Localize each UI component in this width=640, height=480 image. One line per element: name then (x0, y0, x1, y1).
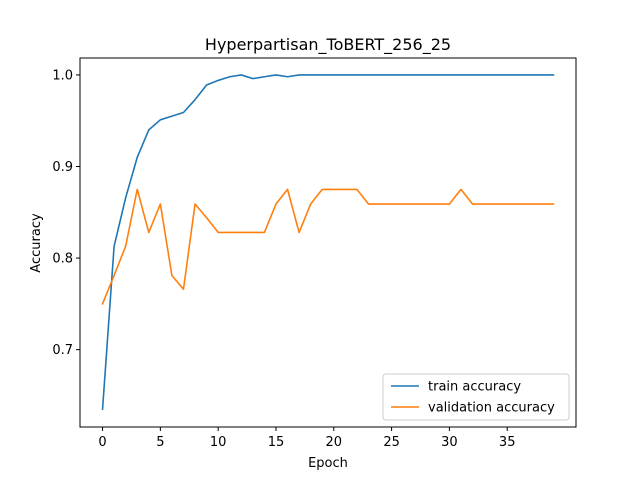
legend-label-validation-accuracy: validation accuracy (428, 401, 555, 416)
y-tick-label: 1.0 (52, 68, 73, 83)
x-tick-label: 25 (383, 435, 400, 450)
x-tick-label: 10 (210, 435, 227, 450)
x-tick-label: 35 (499, 435, 516, 450)
series-line-train-accuracy (101, 74, 555, 411)
x-tick-label: 15 (268, 435, 285, 450)
series-line-validation-accuracy (101, 188, 555, 305)
y-axis-label: Accuracy (29, 213, 44, 273)
chart-title: Hyperpartisan_ToBERT_256_25 (205, 35, 451, 55)
x-tick-label: 0 (98, 435, 106, 450)
plot-area: 0 5 10 15 20 25 30 35 0.7 0.8 0.9 1.0 (52, 68, 555, 450)
y-tick-label: 0.8 (52, 252, 73, 267)
x-tick-label: 5 (156, 435, 164, 450)
y-tick-label: 0.9 (52, 160, 73, 175)
legend-label-train-accuracy: train accuracy (428, 380, 521, 395)
x-tick-label: 20 (326, 435, 343, 450)
legend-box (382, 373, 570, 421)
plot-frame (79, 57, 577, 428)
y-tick-label: 0.7 (52, 343, 73, 358)
legend: train accuracy validation accuracy (382, 373, 570, 421)
x-tick-label: 30 (441, 435, 458, 450)
x-axis-label: Epoch (308, 456, 348, 471)
